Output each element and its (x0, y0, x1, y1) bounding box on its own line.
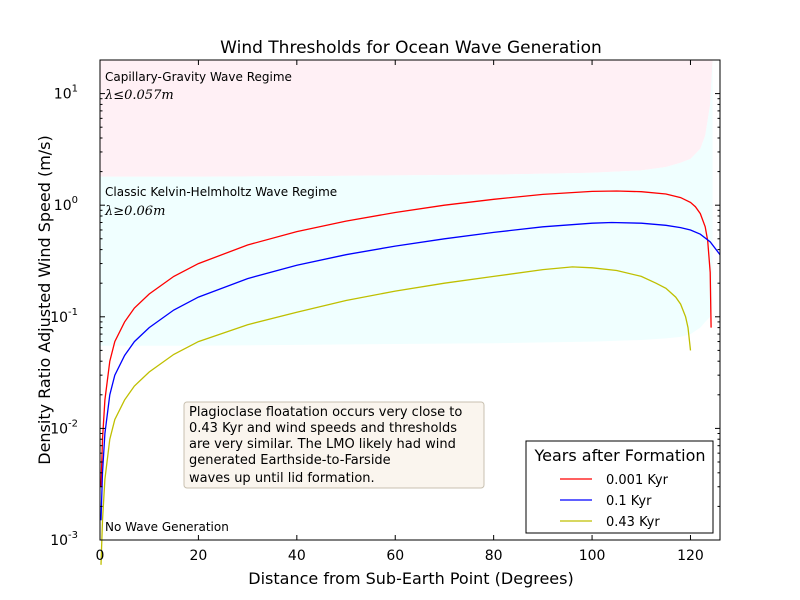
annotation-box: Plagioclase floatation occurs very close… (183, 401, 485, 489)
legend-item: 0.43 Kyr (560, 515, 660, 530)
legend-label: 0.1 Kyr (606, 494, 652, 509)
annotation-background (183, 401, 485, 489)
x-tick-label: 0 (96, 548, 105, 564)
x-tick-label: 80 (485, 548, 503, 564)
legend-item: 0.001 Kyr (560, 473, 669, 488)
y-tick-label: 100 (54, 195, 78, 214)
no-wave-label: No Wave Generation (105, 520, 229, 534)
ticks-layer: 0 20 40 60 80 100 120 10-3 10-2 10-1 100 101 (50, 59, 720, 564)
annotation-line: waves up until lid formation. (189, 471, 375, 486)
series-line-3 (100, 266, 692, 565)
plot-frame (99, 59, 721, 541)
annotation-line: 0.43 Kyr and wind speeds and thresholds (189, 421, 457, 436)
y-axis-label: Density Ratio Adjusted Wind Speed (m/s) (35, 135, 54, 465)
legend-label: 0.43 Kyr (606, 515, 660, 530)
x-tick-label: 100 (579, 548, 606, 564)
chart-title: Wind Thresholds for Ocean Wave Generatio… (220, 38, 602, 58)
region-kelvin-helmholtz (100, 60, 713, 346)
y-tick-label: 10-1 (50, 307, 78, 326)
y-tick-label: 101 (54, 84, 78, 103)
series-layer (100, 190, 721, 565)
x-axis-label: Distance from Sub-Earth Point (Degrees) (248, 569, 573, 588)
kelvin-regime-math: λ≥0.06m (104, 204, 165, 219)
y-tick-label: 10-2 (50, 418, 78, 437)
series-line-2 (100, 221, 721, 521)
y-tick-label: 10-3 (50, 530, 78, 549)
legend-frame (525, 440, 714, 534)
legend-items: 0.001 Kyr 0.1 Kyr 0.43 Kyr (560, 473, 669, 530)
regions-layer (100, 60, 713, 346)
x-tick-label: 60 (386, 548, 404, 564)
legend-item: 0.1 Kyr (560, 494, 652, 509)
legend-label: 0.001 Kyr (606, 473, 669, 488)
x-tick-label: 40 (288, 548, 306, 564)
annotation-line: generated Earthside-to-Farside (189, 453, 391, 468)
annotation-line: are very similar. The LMO likely had win… (189, 437, 456, 452)
series-line-1 (100, 190, 712, 487)
x-tick-label: 20 (189, 548, 207, 564)
region-capillary-gravity (100, 60, 713, 177)
capillary-regime-math: λ≤0.057m (104, 88, 174, 103)
annotation-line: Plagioclase floatation occurs very close… (189, 405, 462, 420)
kelvin-regime-label: Classic Kelvin-Helmholtz Wave Regime (105, 185, 337, 199)
legend-title: Years after Formation (534, 446, 706, 465)
x-tick-label: 120 (677, 548, 704, 564)
capillary-regime-label: Capillary-Gravity Wave Regime (105, 70, 292, 84)
